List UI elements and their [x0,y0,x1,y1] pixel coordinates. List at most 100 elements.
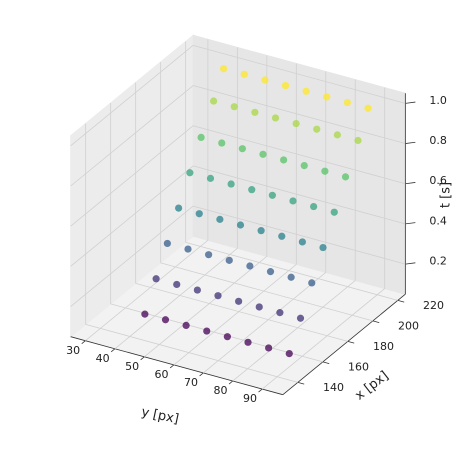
point [261,76,269,84]
grid-line [85,324,298,383]
point [248,186,256,194]
point [333,131,341,139]
tick-mark [140,356,145,361]
point [193,286,201,294]
point [182,321,190,330]
grid-line [261,288,385,390]
grid-line [193,44,406,104]
y-tick-label: 80 [213,384,227,397]
y-tick-label: 30 [66,344,80,357]
point [195,210,203,218]
point [173,280,181,289]
point [246,262,254,270]
point [330,208,338,216]
point [285,349,293,358]
t-tick-label: 0.2 [429,255,447,268]
point [343,98,351,107]
y-tick-label: 40 [96,352,110,365]
point [289,197,297,205]
point [302,87,310,95]
point [175,204,183,212]
point [163,239,171,248]
point [186,169,194,177]
grid-line [193,205,406,265]
point [244,338,252,346]
point [266,268,275,276]
point [268,191,276,199]
point [298,238,306,246]
point [210,97,218,105]
point [255,303,263,311]
point [203,327,211,335]
x-tick-label: 220 [423,299,444,312]
y-axis-label: y [px] [140,405,180,428]
axis-line [70,336,283,396]
point [310,202,318,211]
x-tick-label: 140 [323,381,344,394]
tick-mark [405,262,416,265]
axis-line [282,293,406,395]
point [280,156,288,164]
grid-line [114,248,238,350]
point [265,344,273,352]
tick-mark [228,380,233,385]
tick-mark [405,182,416,185]
t-tick-label: 1.0 [429,94,447,107]
point [223,333,231,341]
t-tick-label: 0.4 [429,214,447,227]
point [300,161,308,170]
grid-line [203,272,327,374]
y-tick-label: 70 [184,376,198,389]
tick-mark [199,372,204,377]
grid-line [193,165,406,225]
point [308,279,316,287]
point [214,292,222,300]
point [292,119,300,128]
grid-line [70,85,194,187]
point [257,227,265,235]
point [321,167,329,175]
tick-mark [405,222,416,225]
point [319,243,327,252]
point [218,139,226,147]
point [259,150,267,158]
grid-line [185,241,398,301]
tick-mark [110,348,116,353]
point [205,251,213,259]
point [238,145,246,153]
point [216,215,224,223]
tick-mark [81,340,86,345]
y-tick-label: 50 [125,360,139,373]
tick-mark [258,388,263,393]
grid-line [70,205,194,307]
tick-mark [322,361,330,365]
point [281,82,290,90]
t-tick-label: 0.8 [429,134,447,147]
point [141,310,149,318]
point [206,174,215,182]
tick-mark [397,299,405,303]
grid-line [135,282,348,342]
grid-line [193,85,406,144]
point [230,103,238,111]
point [364,104,372,112]
tick-mark [405,141,416,144]
point [197,133,205,141]
point [341,173,350,181]
grid-line [85,239,209,342]
grid-line [70,165,194,267]
grid-line [232,280,356,382]
point [225,256,233,264]
tick-mark [372,320,380,324]
x-axis-label: x [px] [352,368,391,403]
t-tick-label: 0.6 [429,174,447,187]
grid-line [70,45,194,147]
point [313,125,321,133]
grid-line [70,125,194,227]
point [236,221,245,229]
point [235,297,243,305]
point [276,309,284,317]
x-tick-label: 160 [348,361,369,374]
point [271,114,280,122]
grid: 30 40 50 60 70 80 90 140 160 180 200 220 0.2 0.4 0.6 0.… [66,39,447,405]
